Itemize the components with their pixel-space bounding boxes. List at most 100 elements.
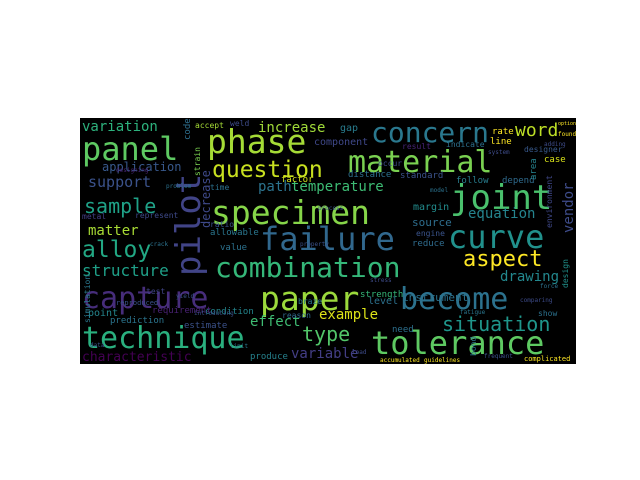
word-frequent: frequent (484, 353, 513, 360)
word-requirement: requirement (152, 306, 212, 316)
word-system: system (488, 149, 510, 156)
word-question: question (212, 157, 323, 183)
word-area: area (529, 158, 539, 180)
word-show: show (538, 309, 558, 318)
word-alloy: alloy (82, 237, 152, 263)
word-margin: margin (413, 202, 450, 213)
word-accept: accept (195, 121, 224, 130)
word-designer: designer (524, 145, 563, 154)
word-specimen: specimen (211, 193, 370, 232)
word-stress: stress (370, 277, 392, 284)
word-produce: produce (250, 352, 288, 362)
word-time: time (210, 183, 230, 192)
word-distance: distance (348, 170, 392, 180)
word-environment: environment (545, 175, 554, 228)
word-value: value (220, 243, 248, 253)
word-braze: braze (298, 297, 323, 306)
word-adding: adding (544, 141, 566, 148)
word-technique: technique (82, 321, 245, 356)
word-equation: equation (468, 206, 536, 222)
word-ratio: ratio (210, 220, 235, 229)
word-drawing: drawing (500, 269, 560, 285)
word-become: become (400, 282, 509, 317)
word-bond: bond (469, 336, 478, 356)
word-application: application (102, 160, 182, 174)
word-designing: designing (116, 167, 149, 174)
word-represent: represent (135, 211, 179, 220)
word-comparing: comparing (520, 297, 553, 304)
word-support: support (88, 173, 152, 191)
word-variation: variation (82, 119, 158, 135)
word-phase: phase (207, 122, 307, 161)
word-strength: strength (360, 290, 404, 300)
word-gap: gap (340, 123, 359, 134)
word-point: point (88, 308, 119, 319)
word-occur: occur (378, 159, 403, 168)
word-fatigue: fatigue (460, 309, 486, 316)
word-load: load (352, 349, 367, 356)
word-aspect: aspect (463, 247, 543, 272)
word-effect: effect (250, 314, 301, 330)
word-line: line (490, 137, 512, 147)
word-source: source (412, 216, 452, 229)
word-concern: concern (371, 118, 490, 149)
word-property: property (300, 241, 329, 248)
word-variable: variable (291, 346, 359, 362)
word-material: material (348, 145, 493, 180)
word-introducing: introducing (194, 310, 234, 317)
word-allowable: allowable (210, 228, 259, 238)
word-word: word (515, 120, 559, 141)
word-panel: panel (82, 130, 179, 168)
word-option: option (558, 121, 576, 127)
word-paper: paper (260, 279, 360, 318)
word-characteristic: characteristic (82, 350, 192, 364)
word-sample: sample (84, 194, 157, 218)
word-metal: metal (82, 212, 107, 221)
word-type: type (302, 322, 351, 346)
word-depend: depend (502, 176, 535, 186)
word-joint: joint (450, 178, 553, 218)
word-need: need (392, 325, 414, 335)
word-reduce: reduce (412, 239, 445, 249)
word-instrument: instrument (402, 291, 469, 304)
word-structure: structure (82, 261, 169, 280)
word-cloud: panel phase concern word material questi… (80, 118, 576, 364)
word-rate: rate (492, 127, 514, 137)
word-problem: problem (166, 183, 192, 190)
word-factor: factor (281, 175, 314, 185)
word-component: component (314, 137, 369, 148)
word-code: code (183, 118, 193, 140)
word-increase: increase (258, 120, 326, 136)
word-matter: matter (88, 223, 139, 239)
word-engine: engine (416, 229, 445, 238)
word-temperature: temperature (291, 179, 384, 195)
word-accumulated: accumulated (380, 357, 420, 364)
word-indicate: indicate (446, 140, 485, 149)
word-estimate: estimate (184, 321, 228, 331)
word-reason: reason (282, 311, 311, 320)
word-guidelines: guidelines (424, 357, 461, 364)
word-path: path (258, 179, 292, 195)
word-combination: combination (215, 251, 401, 284)
word-result: result (402, 142, 431, 151)
word-data: data (90, 342, 105, 349)
word-strain: strain (193, 147, 202, 176)
word-simulation: simulation (83, 274, 92, 323)
word-design: design (561, 259, 570, 288)
word-test: test (146, 287, 166, 296)
word-force: force (540, 283, 559, 290)
word-situation: situation (442, 312, 551, 336)
word-capture: capture (82, 281, 209, 316)
word-process: process (318, 205, 344, 212)
word-weld: weld (230, 119, 250, 128)
word-limit: limit (230, 343, 249, 350)
word-vendor: vendor (561, 182, 576, 233)
word-example: example (319, 307, 379, 323)
word-follow: follow (456, 176, 489, 186)
word-prediction: prediction (110, 316, 165, 326)
word-found: found (558, 131, 576, 138)
word-level: level (368, 296, 399, 307)
word-crack: crack (150, 241, 169, 248)
word-standard: standard (400, 171, 444, 181)
